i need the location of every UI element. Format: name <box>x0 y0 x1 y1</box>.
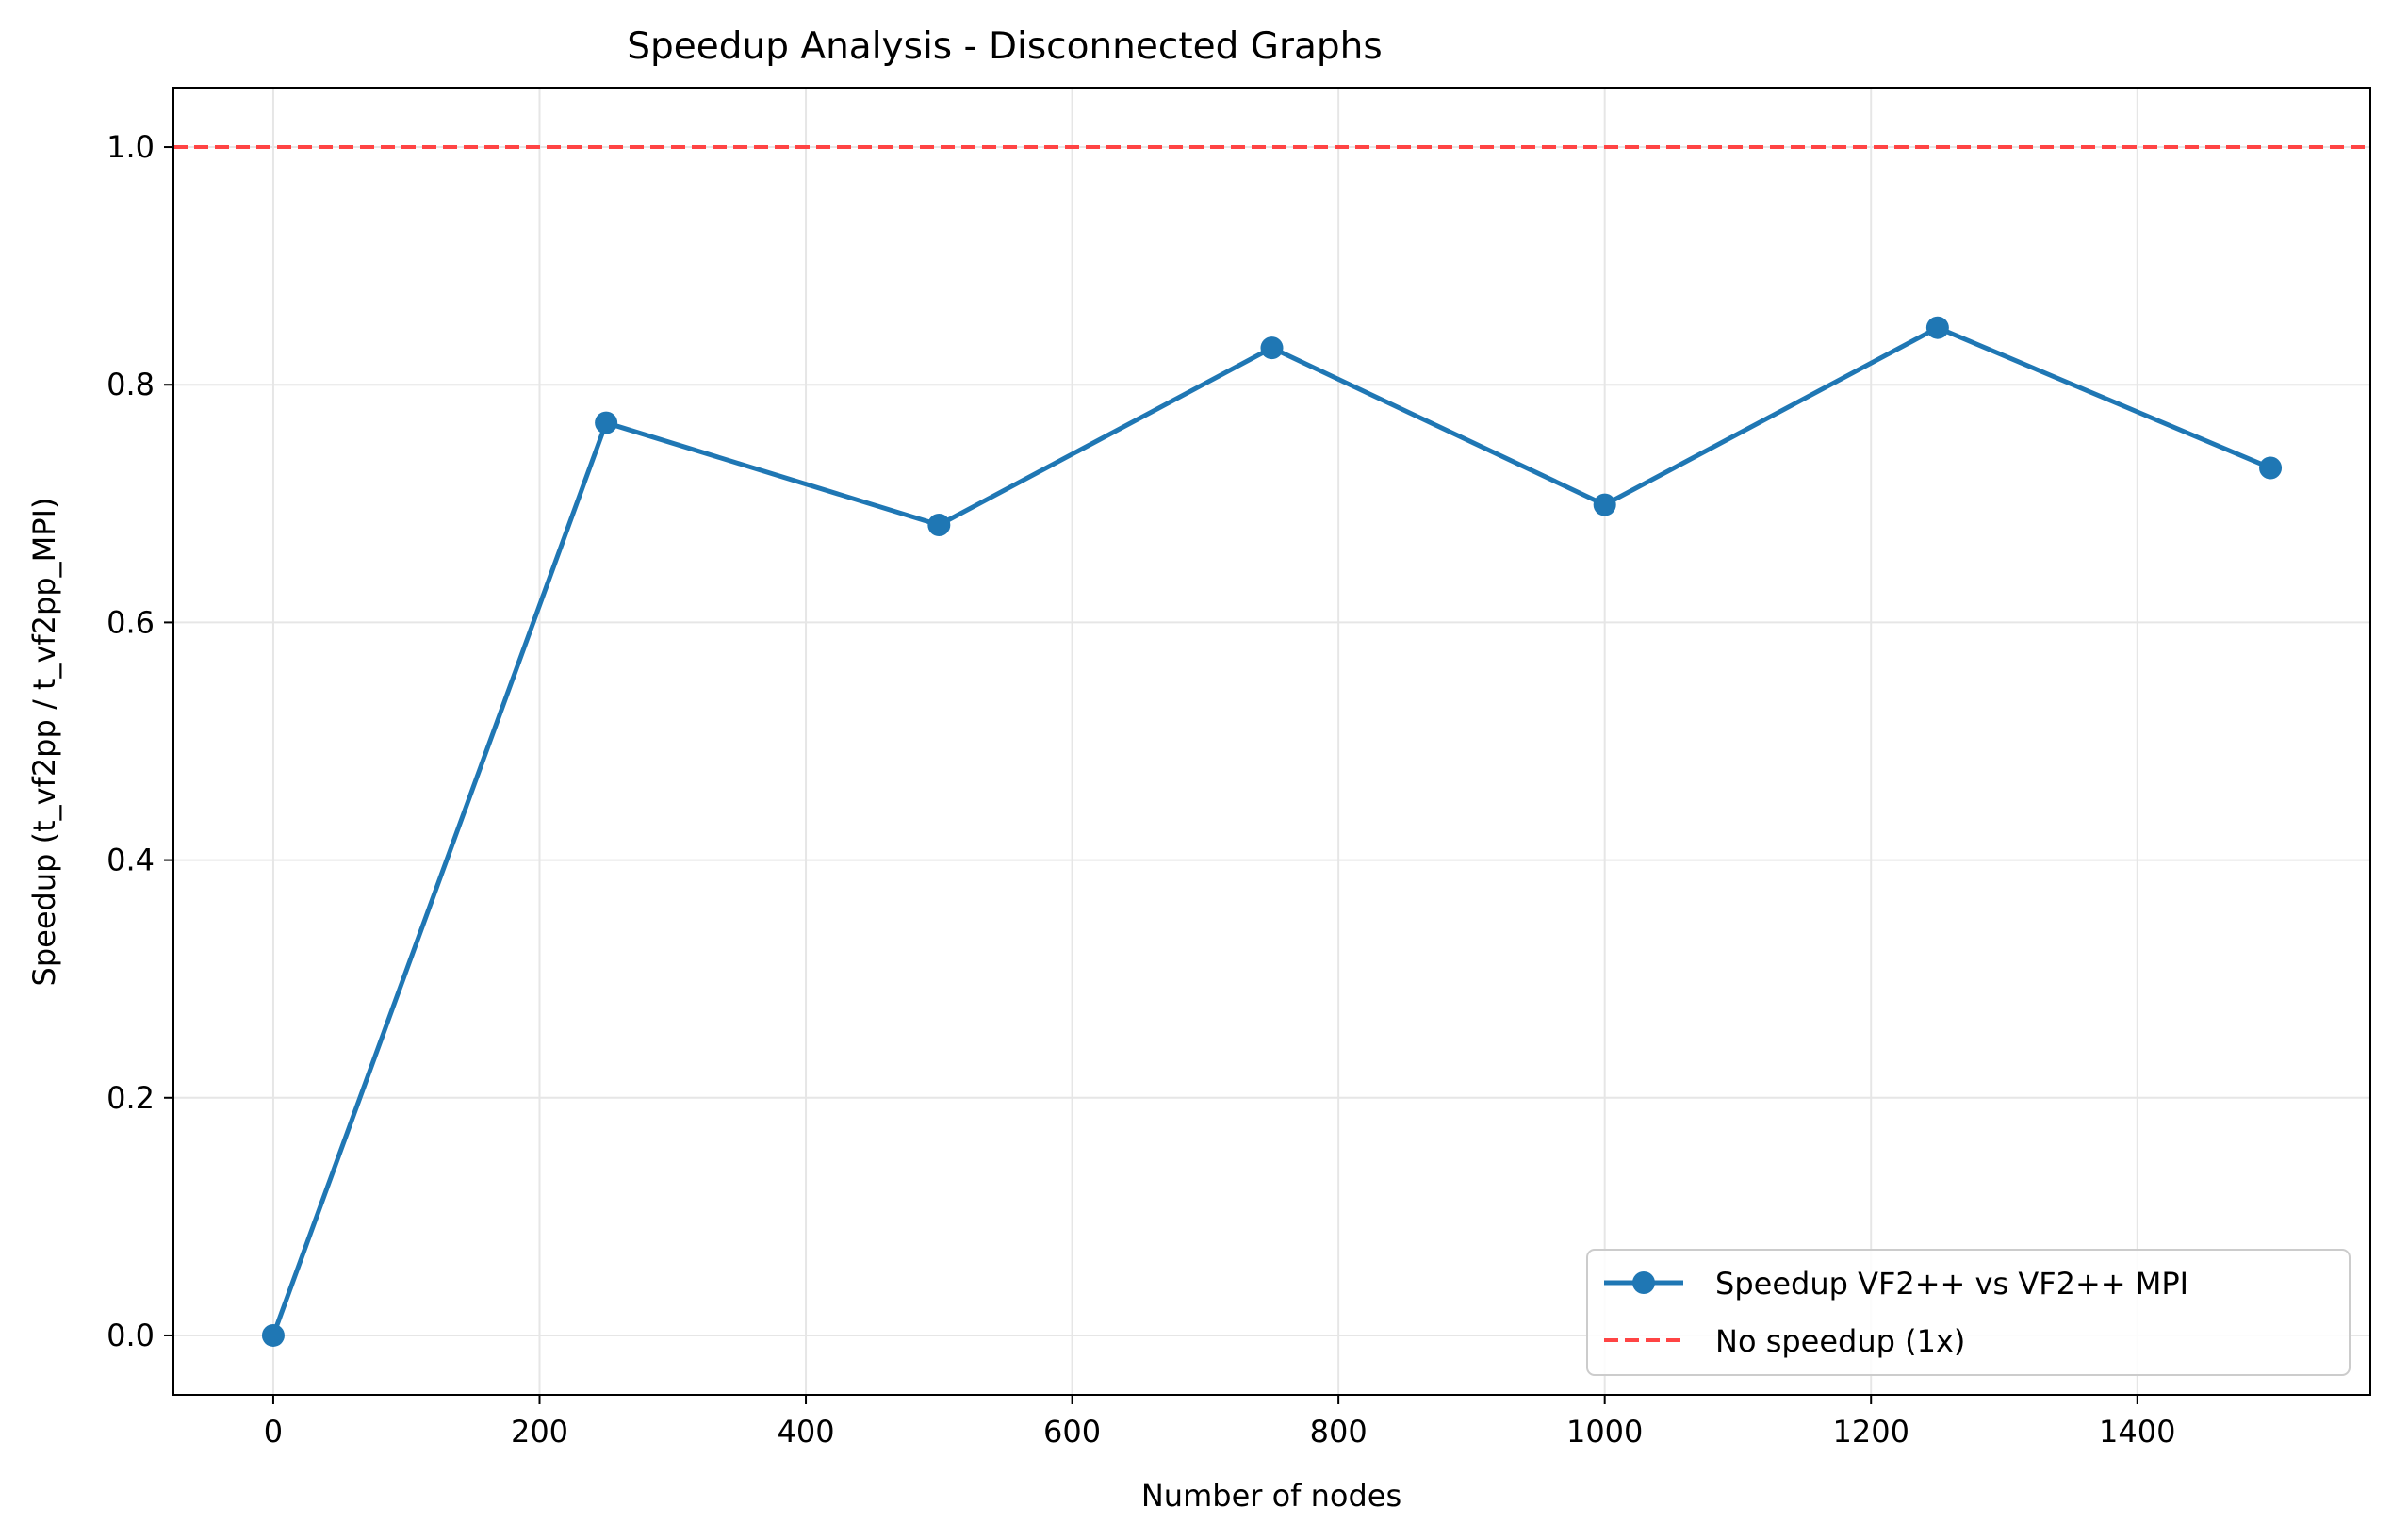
x-tick-label: 400 <box>778 1414 835 1450</box>
x-axis-label: Number of nodes <box>1141 1478 1401 1514</box>
y-tick-label: 0.0 <box>106 1318 155 1353</box>
speedup-data-point <box>1925 316 1949 339</box>
x-tick-label: 200 <box>511 1414 568 1450</box>
legend-box <box>1586 1249 2351 1376</box>
data-series <box>261 316 2283 1347</box>
legend: Speedup VF2++ vs VF2++ MPI No speedup (1… <box>1586 1249 2351 1376</box>
x-tick-label: 800 <box>1310 1414 1368 1450</box>
speedup-data-point <box>261 1323 285 1347</box>
speedup-data-point <box>927 514 951 537</box>
plot-area-frame <box>172 87 2371 1396</box>
y-tick-label: 0.4 <box>106 843 155 878</box>
y-axis-label: Speedup (t_vf2pp / t_vf2pp_MPI) <box>26 498 62 987</box>
x-tick-label: 600 <box>1043 1414 1101 1450</box>
chart-title: Speedup Analysis - Disconnected Graphs <box>627 25 1382 68</box>
x-axis-ticks: 0 200 400 600 800 1000 1200 1400 <box>264 1395 2175 1450</box>
x-tick-label: 1000 <box>1566 1414 1643 1450</box>
y-tick-label: 0.8 <box>106 367 155 402</box>
y-axis-ticks: 0.0 0.2 0.4 0.6 0.8 1.0 <box>106 129 173 1353</box>
x-tick-label: 1400 <box>2099 1414 2175 1450</box>
legend-series-label: Speedup VF2++ vs VF2++ MPI <box>1715 1266 2188 1302</box>
y-tick-label: 0.6 <box>106 604 155 640</box>
grid-lines <box>173 88 2370 1395</box>
legend-series-marker-swatch <box>1632 1271 1655 1294</box>
x-tick-label: 0 <box>264 1414 283 1450</box>
speedup-data-point <box>595 411 618 434</box>
y-tick-label: 1.0 <box>106 129 155 165</box>
speedup-data-point <box>1260 336 1284 360</box>
legend-reference-label: No speedup (1x) <box>1715 1323 1965 1359</box>
speedup-data-point <box>1593 493 1616 516</box>
speedup-data-point <box>2259 456 2283 480</box>
x-tick-label: 1200 <box>1833 1414 1909 1450</box>
y-tick-label: 0.2 <box>106 1080 155 1116</box>
